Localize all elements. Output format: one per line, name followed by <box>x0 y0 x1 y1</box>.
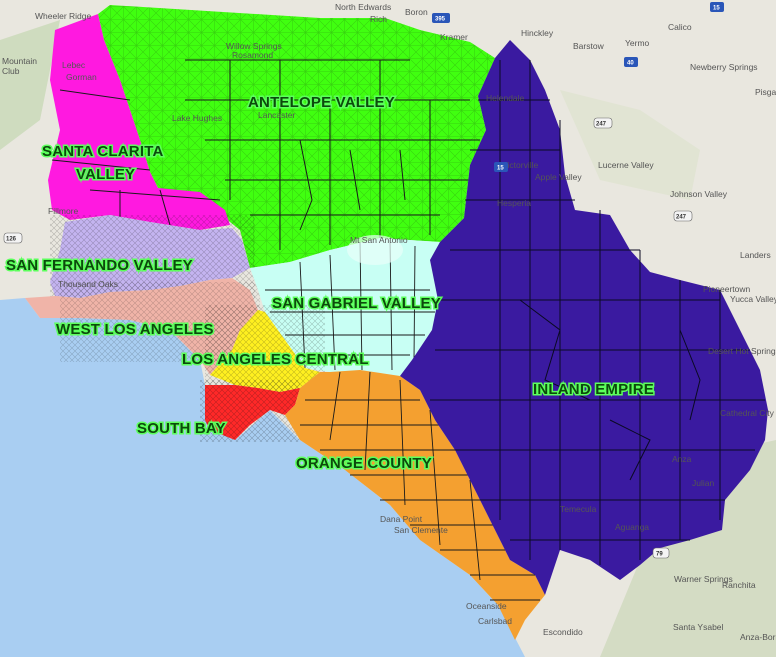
place-label: Carlsbad <box>478 616 512 626</box>
highway-shield-icon: 15 <box>494 162 508 172</box>
place-label: Ranchita <box>722 580 756 590</box>
place-label: Gorman <box>66 72 97 82</box>
place-label: Kramer <box>440 32 468 42</box>
highway-shields: 395 15 40 247 247 126 15 79 <box>3 2 724 559</box>
place-label: Anza-Borrego Desert <box>740 632 776 642</box>
label-san-gabriel-valley: SAN GABRIEL VALLEY <box>272 295 441 312</box>
place-label: Anza <box>672 454 692 464</box>
place-label: Santa Ysabel <box>673 622 724 632</box>
place-label: Temecula <box>560 504 597 514</box>
place-label: Apple Valley <box>535 172 582 182</box>
place-label: Club <box>2 66 20 76</box>
antelope-districts <box>98 5 495 268</box>
label-san-fernando-valley: SAN FERNANDO VALLEY <box>6 257 193 274</box>
label-south-bay: SOUTH BAY <box>137 420 226 437</box>
place-label: Desert Hot Springs <box>708 346 776 356</box>
highway-shield-icon: 15 <box>710 2 724 12</box>
highway-shield-icon: 40 <box>624 57 638 67</box>
inland-empire-boundaries <box>430 60 765 565</box>
antelope-boundaries <box>185 59 480 250</box>
svg-text:79: 79 <box>656 552 663 558</box>
svg-text:40: 40 <box>627 61 634 67</box>
place-label: Hinckley <box>521 28 554 38</box>
place-label: Lancaster <box>258 110 295 120</box>
south-bay-hatch <box>200 380 300 442</box>
svg-text:247: 247 <box>596 122 607 128</box>
hills-northeast <box>560 90 700 200</box>
place-label: Victorville <box>502 160 538 170</box>
place-label: Wheeler Ridge <box>35 11 91 21</box>
place-label: Barstow <box>573 41 605 51</box>
place-label: Hesperia <box>497 198 531 208</box>
place-label: Yucca Valley <box>730 294 776 304</box>
highway-shield-icon: 247 <box>673 210 693 222</box>
mt-san-antonio-patch <box>347 235 403 265</box>
place-label: Yermo <box>625 38 650 48</box>
place-label: Landers <box>740 250 771 260</box>
label-santa-clarita-line1: SANTA CLARITA <box>42 143 163 160</box>
label-orange-county: ORANGE COUNTY <box>296 455 432 472</box>
place-label: Rosamond <box>232 50 273 60</box>
highway-shield-icon: 395 <box>432 13 450 23</box>
place-label: Newberry Springs <box>690 62 758 72</box>
place-label: Rich <box>370 14 387 24</box>
region-santa-clarita-valley[interactable] <box>48 14 230 230</box>
place-label: Oceanside <box>466 601 507 611</box>
place-label: Lake Hughes <box>172 113 222 123</box>
label-los-angeles-central: LOS ANGELES CENTRAL <box>182 351 369 368</box>
place-label: Helendale <box>486 93 525 103</box>
place-label: Dana Point <box>380 514 423 524</box>
svg-text:395: 395 <box>435 17 446 23</box>
label-antelope-valley: ANTELOPE VALLEY <box>248 94 395 111</box>
place-label: Lucerne Valley <box>598 160 654 170</box>
place-label: Boron <box>405 7 428 17</box>
orange-county-boundaries <box>300 371 540 601</box>
label-inland-empire: INLAND EMPIRE <box>533 381 654 398</box>
place-label: Lebec <box>62 60 86 70</box>
place-label: Escondido <box>543 627 583 637</box>
place-labels: Wheeler Ridge North Edwards Boron Rich K… <box>2 2 776 642</box>
pacific-ocean <box>0 298 525 657</box>
place-label: Willow Springs <box>226 41 282 51</box>
place-label: Aguanga <box>615 522 649 532</box>
highway-shield-icon: 126 <box>3 232 23 244</box>
place-label: Johnson Valley <box>670 189 728 199</box>
region-inland-empire[interactable] <box>400 40 768 595</box>
place-label: Warner Springs <box>674 574 733 584</box>
region-orange-county[interactable] <box>285 370 545 640</box>
svg-text:126: 126 <box>6 237 17 243</box>
place-label: Julian <box>692 478 714 488</box>
place-label: Mt San Antonio <box>350 235 408 245</box>
place-label: Thousand Oaks <box>58 279 118 289</box>
place-label: Fillmore <box>48 206 78 216</box>
place-label: Cathedral City <box>720 408 775 418</box>
place-label: Pioneertown <box>703 284 751 294</box>
place-label: San Clemente <box>394 525 448 535</box>
svg-text:15: 15 <box>713 6 720 12</box>
svg-text:15: 15 <box>497 166 504 172</box>
santa-clarita-boundaries <box>51 89 221 226</box>
hills-west <box>0 20 60 150</box>
label-west-los-angeles: WEST LOS ANGELES <box>56 321 214 338</box>
highway-shield-icon: 79 <box>652 547 670 559</box>
region-labels: ANTELOPE VALLEY SANTA CLARITA VALLEY SAN… <box>5 93 656 474</box>
label-santa-clarita-line2: VALLEY <box>76 166 135 183</box>
place-label: North Edwards <box>335 2 391 12</box>
place-label: Pisga <box>755 87 776 97</box>
highway-shield-icon: 247 <box>593 117 613 129</box>
svg-text:247: 247 <box>676 215 687 221</box>
place-label: Mountain <box>2 56 37 66</box>
place-label: Calico <box>668 22 692 32</box>
